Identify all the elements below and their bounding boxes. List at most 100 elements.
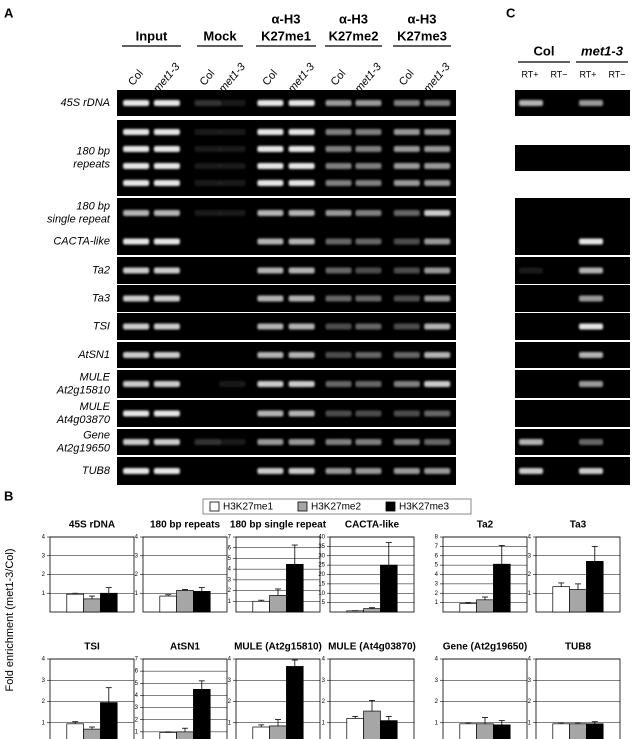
y-tick-label: 7 xyxy=(435,544,439,550)
y-tick-label: 4 xyxy=(42,535,46,541)
gel-band xyxy=(579,267,603,274)
gel-band xyxy=(219,439,246,445)
lane-label: met1-3 xyxy=(151,60,183,95)
gel-band xyxy=(288,129,315,135)
legend-swatch xyxy=(297,501,308,512)
row-label: At4g03870 xyxy=(56,414,111,426)
gel-band xyxy=(123,146,150,152)
y-tick-label: 2 xyxy=(42,699,46,705)
row-label: MULE xyxy=(79,401,110,413)
gel-band xyxy=(424,468,451,474)
gel-band xyxy=(355,238,382,245)
gel-band xyxy=(355,129,382,135)
bar xyxy=(286,563,304,613)
gel-band xyxy=(355,146,382,152)
y-tick-label: 4 xyxy=(228,657,232,663)
gel-band xyxy=(194,129,221,135)
gel-band xyxy=(194,146,221,152)
row-label: AtSN1 xyxy=(77,349,110,361)
lane-label: Col xyxy=(126,68,146,88)
row-label: Ta2 xyxy=(92,264,110,276)
gel-band xyxy=(579,352,603,358)
bar xyxy=(83,598,101,613)
legend-box xyxy=(202,498,472,515)
y-tick-label: 1 xyxy=(435,720,439,726)
lane-label: met1-3 xyxy=(353,60,385,95)
gel-band xyxy=(325,439,352,445)
panel-label: C xyxy=(506,5,516,20)
bar xyxy=(193,591,211,613)
gel-band xyxy=(519,100,543,106)
lane-label: Col xyxy=(397,68,417,88)
y-tick-label: 5 xyxy=(135,681,139,687)
gel-band xyxy=(257,468,284,474)
lane-label: RT− xyxy=(550,69,567,79)
bar xyxy=(380,564,398,613)
bar xyxy=(286,666,304,739)
bar xyxy=(493,724,511,739)
bar xyxy=(346,718,364,739)
gel-band xyxy=(257,410,284,417)
y-tick-label: 3 xyxy=(135,705,139,711)
legend-label: H3K27me1 xyxy=(223,502,273,513)
y-tick-label: 4 xyxy=(322,657,326,663)
bar xyxy=(159,595,177,613)
bar xyxy=(552,586,570,613)
chart-title: 45S rDNA xyxy=(69,520,115,531)
gel-band xyxy=(393,323,420,330)
y-tick-label: 10 xyxy=(318,591,325,597)
group-title: K27me1 xyxy=(261,28,311,43)
gel-band xyxy=(519,267,543,274)
y-tick-label: 2 xyxy=(135,572,139,578)
bar xyxy=(459,723,477,739)
gel-band xyxy=(393,100,420,106)
gel-band xyxy=(123,381,150,387)
plot-frame xyxy=(49,658,135,739)
y-tick-label: 3 xyxy=(435,678,439,684)
gel-band xyxy=(355,180,382,186)
group-title: K27me2 xyxy=(329,28,379,43)
gel-band xyxy=(424,381,451,387)
gel-band xyxy=(325,352,352,358)
gel-band xyxy=(325,129,352,135)
row-label: single repeat xyxy=(47,213,111,225)
gel-band xyxy=(579,439,603,445)
row-label: TUB8 xyxy=(82,465,111,477)
gel-band xyxy=(153,468,180,474)
gel-band xyxy=(424,238,451,245)
row-label: repeats xyxy=(73,158,110,170)
gel-band xyxy=(355,410,382,417)
bar xyxy=(159,732,177,739)
row-label: Gene xyxy=(83,429,110,441)
gel-band xyxy=(257,146,284,152)
y-tick-label: 2 xyxy=(135,717,139,723)
gel-band xyxy=(288,163,315,169)
bar xyxy=(269,595,287,613)
y-tick-label: 6 xyxy=(135,669,139,675)
gel-band xyxy=(424,295,451,302)
gel-band xyxy=(288,100,315,106)
gel-band xyxy=(153,381,180,387)
gel-band xyxy=(579,238,603,245)
y-tick-label: 3 xyxy=(135,553,139,559)
gel xyxy=(515,400,630,427)
gel-band xyxy=(325,267,352,274)
y-tick-label: 2 xyxy=(435,591,439,597)
chart-title: Ta3 xyxy=(570,520,587,531)
gel-band xyxy=(288,410,315,417)
gel-band xyxy=(219,100,246,106)
gel-band xyxy=(424,163,451,169)
group-title: K27me3 xyxy=(397,28,447,43)
y-tick-label: 5 xyxy=(435,563,439,569)
gel-band xyxy=(288,468,315,474)
bar xyxy=(476,723,494,739)
gel-band xyxy=(123,352,150,358)
gel-band xyxy=(153,267,180,274)
group-title: Mock xyxy=(203,28,237,43)
gel-band xyxy=(393,238,420,245)
y-axis-label: Fold enrichment (met1-3/Col) xyxy=(4,548,16,691)
bar xyxy=(100,592,118,613)
y-tick-label: 2 xyxy=(528,572,532,578)
y-tick-label: 3 xyxy=(228,678,232,684)
gel-band xyxy=(288,146,315,152)
